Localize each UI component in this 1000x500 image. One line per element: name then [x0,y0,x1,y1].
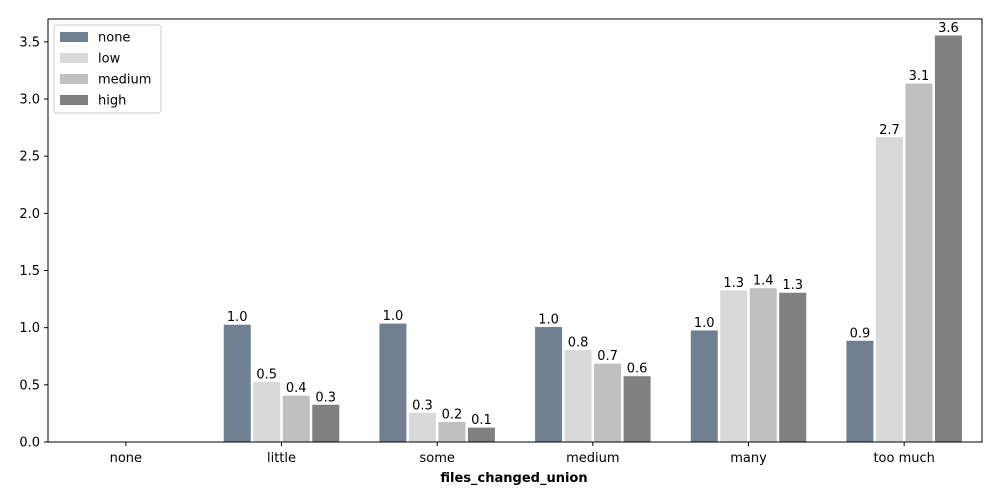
legend-swatch-low [60,53,88,63]
bar-low-medium [563,348,593,443]
data-label-none-medium: 1.0 [538,313,559,328]
x-tick-label: medium [566,451,619,466]
data-label-low-some: 0.3 [412,398,433,413]
data-label-medium-many: 1.4 [753,274,774,289]
data-label-high-too-much: 3.6 [938,21,959,36]
bar-low-some [407,411,437,443]
data-label-medium-too-much: 3.1 [909,69,930,84]
bar-high-little [311,403,341,443]
bar-none-little [222,323,252,443]
bar-high-medium [622,375,652,443]
legend-label-high: high [98,94,126,109]
axes-layer: 0.0 0.5 1.0 1.5 2.0 2.5 3.0 3.5 none little some me… [19,18,983,466]
legend: none low medium high [53,24,162,114]
x-tick-label: little [267,451,296,466]
data-label-medium-medium: 0.7 [597,349,618,364]
bar-high-many [778,291,808,443]
y-tick-label: 0.0 [19,436,40,451]
y-tick-label: 1.0 [19,321,40,336]
bar-none-some [378,322,408,443]
bar-medium-little [281,394,311,443]
x-tick-label: none [110,451,142,466]
y-tick-label: 3.5 [19,35,40,50]
data-label-none-many: 1.0 [694,316,715,331]
bars-layer [222,34,963,443]
bar-medium-too-much [904,82,934,443]
data-labels-layer: 1.0 0.5 0.4 0.3 1.0 0.3 0.2 0.1 1.0 0.8 0.7 0.6 1.0 1… [227,21,959,428]
data-label-high-little: 0.3 [315,390,336,405]
data-label-none-too-much: 0.9 [850,326,871,341]
y-tick-label: 0.5 [19,378,40,393]
legend-swatch-none [60,32,88,42]
plot-frame [47,18,983,443]
y-tick-label: 1.5 [19,264,40,279]
legend-label-low: low [98,52,121,67]
bar-medium-medium [593,362,623,443]
bar-medium-some [437,420,467,443]
bar-low-many [719,289,749,443]
data-label-low-medium: 0.8 [568,335,589,350]
x-axis-title: files_changed_union [440,471,587,486]
data-label-low-many: 1.3 [723,276,744,291]
bar-high-too-much [933,34,963,443]
y-tick-label: 2.5 [19,150,40,165]
data-label-medium-little: 0.4 [286,381,307,396]
x-tick-label: too much [873,451,934,466]
bar-low-little [252,380,282,443]
data-label-low-little: 0.5 [256,367,277,382]
data-label-high-some: 0.1 [471,413,492,428]
legend-swatch-high [60,95,88,105]
data-label-none-little: 1.0 [227,310,248,325]
bar-none-too-much [845,339,875,443]
x-tick-label: some [419,451,454,466]
bar-none-medium [534,326,564,443]
x-tick-label: many [730,451,767,466]
bar-none-many [689,329,719,443]
data-label-high-many: 1.3 [782,278,803,293]
legend-label-none: none [98,31,130,46]
legend-label-medium: medium [98,73,151,88]
data-label-low-too-much: 2.7 [879,123,900,138]
bar-low-too-much [874,136,904,443]
y-tick-label: 3.0 [19,93,40,108]
bar-medium-many [748,287,778,443]
legend-box [53,24,162,114]
y-tick-label: 2.0 [19,207,40,222]
legend-swatch-medium [60,74,88,84]
data-label-medium-some: 0.2 [442,407,463,422]
bar-high-some [466,426,496,443]
data-label-high-medium: 0.6 [627,362,648,377]
data-label-none-some: 1.0 [383,309,404,324]
